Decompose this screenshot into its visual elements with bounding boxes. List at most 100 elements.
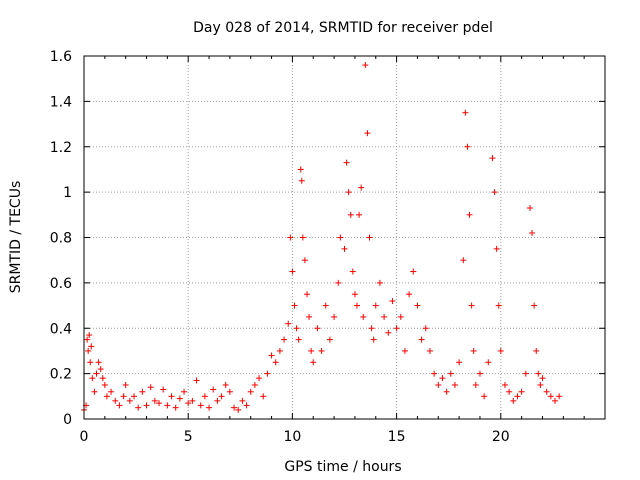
data-point: [276, 347, 283, 354]
data-point: [272, 359, 279, 366]
data-point: [447, 370, 454, 377]
data-point: [298, 177, 305, 184]
data-point: [431, 370, 438, 377]
data-point: [101, 381, 108, 388]
data-point: [322, 302, 329, 309]
data-point: [385, 329, 392, 336]
x-tick-label: 5: [184, 429, 193, 445]
data-point: [231, 404, 238, 411]
data-point: [472, 381, 479, 388]
data-point: [85, 347, 92, 354]
data-point: [418, 336, 425, 343]
data-point: [260, 393, 267, 400]
data-point: [376, 279, 383, 286]
data-point: [181, 388, 188, 395]
data-point: [518, 388, 525, 395]
data-point: [172, 404, 179, 411]
data-point: [287, 234, 294, 241]
data-point: [529, 229, 536, 236]
data-point: [268, 352, 275, 359]
data-point: [397, 313, 404, 320]
data-point: [201, 393, 208, 400]
data-point: [256, 375, 263, 382]
data-point: [495, 302, 502, 309]
data-point: [112, 397, 119, 404]
data-point: [139, 388, 146, 395]
data-point: [351, 291, 358, 298]
data-point: [372, 302, 379, 309]
data-point: [197, 402, 204, 409]
data-point: [368, 325, 375, 332]
data-point: [160, 386, 167, 393]
data-point: [443, 388, 450, 395]
data-point: [264, 370, 271, 377]
data-point: [414, 302, 421, 309]
data-point: [362, 62, 369, 69]
data-point: [468, 302, 475, 309]
data-point: [462, 109, 469, 116]
data-point: [360, 313, 367, 320]
plot-frame: [83, 55, 606, 420]
data-point: [331, 313, 338, 320]
data-point: [406, 291, 413, 298]
data-point: [116, 402, 123, 409]
data-point: [547, 393, 554, 400]
data-point: [506, 388, 513, 395]
data-point: [168, 393, 175, 400]
data-point: [285, 320, 292, 327]
data-point: [314, 325, 321, 332]
data-point: [226, 388, 233, 395]
data-point: [218, 393, 225, 400]
data-point: [481, 393, 488, 400]
data-point: [326, 336, 333, 343]
y-tick-label: 0.8: [50, 231, 72, 247]
data-point: [439, 375, 446, 382]
data-point: [435, 381, 442, 388]
y-tick-label: 1.2: [50, 140, 72, 156]
data-point: [247, 388, 254, 395]
y-tick-label: 1.4: [50, 94, 72, 110]
data-point: [464, 143, 471, 150]
data-point: [543, 388, 550, 395]
data-point: [556, 393, 563, 400]
data-point: [306, 313, 313, 320]
data-point: [537, 381, 544, 388]
data-point: [301, 257, 308, 264]
data-point: [291, 302, 298, 309]
data-point: [235, 406, 242, 413]
data-point: [135, 404, 142, 411]
data-point: [88, 343, 95, 350]
data-point: [510, 397, 517, 404]
data-point: [389, 298, 396, 305]
data-point: [476, 370, 483, 377]
data-point: [164, 402, 171, 409]
data-point: [456, 359, 463, 366]
data-point: [120, 393, 127, 400]
data-point: [341, 245, 348, 252]
data-point: [354, 302, 361, 309]
data-point: [122, 381, 129, 388]
data-point: [151, 397, 158, 404]
data-point: [86, 332, 93, 339]
data-point: [410, 268, 417, 275]
data-point: [318, 347, 325, 354]
data-point: [289, 268, 296, 275]
y-tick-labels: 0 0.2 0.4 0.6 0.8 1 1.2 1.4 1.6: [50, 49, 72, 428]
data-point: [84, 336, 91, 343]
data-point: [485, 359, 492, 366]
data-point: [539, 375, 546, 382]
data-point: [297, 166, 304, 173]
data-point: [303, 291, 310, 298]
data-point: [514, 393, 521, 400]
data-point: [189, 397, 196, 404]
data-point: [89, 375, 96, 382]
data-point: [185, 400, 192, 407]
data-point: [295, 336, 302, 343]
data-point: [210, 386, 217, 393]
data-point: [535, 370, 542, 377]
x-tick-label: 15: [388, 429, 406, 445]
data-point: [356, 211, 363, 218]
grid: [84, 56, 605, 419]
data-point: [522, 370, 529, 377]
